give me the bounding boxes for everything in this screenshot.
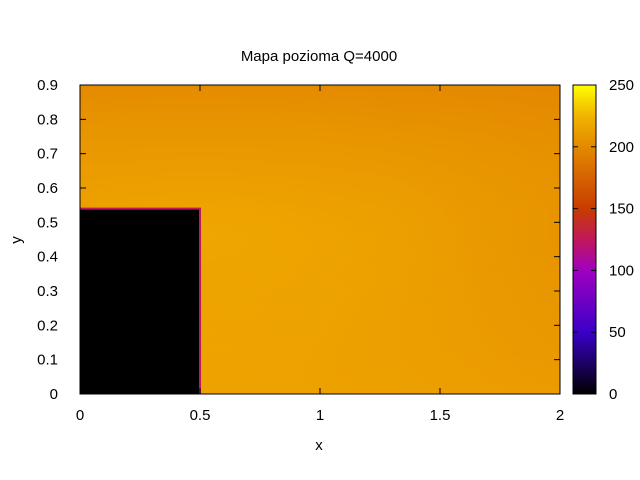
colorbar: 0 50 100 150 200 250 bbox=[572, 77, 634, 403]
x-tick-label: 0.5 bbox=[190, 407, 211, 424]
chart-title: Mapa pozioma Q=4000 bbox=[241, 48, 397, 65]
y-tick-label: 0.3 bbox=[37, 283, 58, 300]
obstacle-region bbox=[80, 208, 200, 394]
x-tick-label: 1 bbox=[316, 407, 324, 424]
plot-area bbox=[79, 84, 561, 395]
y-tick-label: 0 bbox=[50, 386, 58, 403]
x-tick-label: 1.5 bbox=[430, 407, 451, 424]
colorbar-tick-label: 0 bbox=[609, 386, 617, 403]
colorbar-tick-label: 50 bbox=[609, 324, 626, 341]
y-axis-label: y bbox=[8, 236, 25, 244]
colorbar-tick-label: 150 bbox=[609, 201, 634, 218]
y-tick-label: 0.8 bbox=[37, 111, 58, 128]
y-tick-label: 0.7 bbox=[37, 146, 58, 163]
y-tick-label: 0.6 bbox=[37, 180, 58, 197]
y-axis: 0 0.1 0.2 0.3 0.4 0.5 0.6 0.7 0.8 0.9 bbox=[37, 77, 560, 403]
colorbar-tick-label: 200 bbox=[609, 139, 634, 156]
colorbar-tick-label: 250 bbox=[609, 77, 634, 94]
x-tick-label: 0 bbox=[76, 407, 84, 424]
y-tick-label: 0.2 bbox=[37, 317, 58, 334]
x-tick-label: 2 bbox=[556, 407, 564, 424]
x-axis-label: x bbox=[315, 437, 323, 454]
colorbar-tick-label: 100 bbox=[609, 262, 634, 279]
y-tick-label: 0.5 bbox=[37, 214, 58, 231]
y-tick-label: 0.9 bbox=[37, 77, 58, 94]
y-tick-label: 0.1 bbox=[37, 352, 58, 369]
x-axis: 0 0.5 1 1.5 2 bbox=[76, 85, 564, 424]
obstacle-edge bbox=[80, 207, 201, 394]
y-tick-label: 0.4 bbox=[37, 249, 58, 266]
colorbar-gradient bbox=[572, 84, 597, 395]
